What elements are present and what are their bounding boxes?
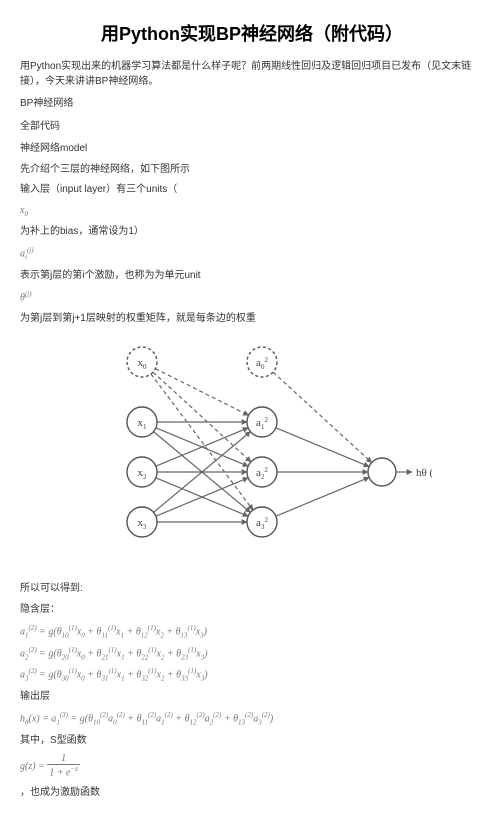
heading-hidden: 隐含层： <box>20 603 484 618</box>
formula-x0: x0 <box>20 204 484 219</box>
paragraph-bias: 为补上的bias，通常设为1） <box>20 225 484 240</box>
formula-aij: ai(j) <box>20 245 484 262</box>
heading-code: 全部代码 <box>20 120 484 135</box>
paragraph-sigmoid-intro: 其中，S型函数 <box>20 734 484 749</box>
formula-a1: a1(2) = g(θ10(1)x0 + θ11(1)x1 + θ12(1)x2… <box>20 623 484 640</box>
paragraph-unit: 表示第j层的第i个激励，也称为为单元unit <box>20 269 484 284</box>
paragraph-activation: ，也成为激励函数 <box>20 786 484 801</box>
paragraph-weight: 为第j层到第j+1层映射的权重矩阵，就是每条边的权重 <box>20 312 484 327</box>
paragraph-input-layer: 输入层（input layer）有三个units（ <box>20 183 484 198</box>
sigmoid-den: 1 + e−z <box>47 765 80 779</box>
nn-diagram: x0x1x2x3a02a12a22a32hθ (x) <box>20 332 484 572</box>
page-title: 用Python实现BP神经网络（附代码） <box>20 20 484 46</box>
paragraph-derive: 所以可以得到: <box>20 582 484 597</box>
heading-output: 输出层 <box>20 690 484 705</box>
heading-model: 神经网络model <box>20 142 484 157</box>
formula-theta: θ(j) <box>20 289 484 306</box>
heading-bp: BP神经网络 <box>20 97 484 112</box>
formula-a2: a2(2) = g(θ20(1)x0 + θ21(1)x1 + θ22(1)x2… <box>20 645 484 662</box>
svg-text:hθ (x): hθ (x) <box>416 467 432 479</box>
sigmoid-num: 1 <box>47 754 80 765</box>
paragraph-intro: 用Python实现出来的机器学习算法都是什么样子呢？前两期线性回归及逻辑回归项目… <box>20 60 484 89</box>
formula-sigmoid: g(z) = 1 1 + e−z <box>20 754 484 779</box>
formula-a3: a3(2) = g(θ30(1)x0 + θ31(1)x1 + θ32(1)x2… <box>20 666 484 683</box>
paragraph-intro-model: 先介绍个三层的神经网络，如下图所示 <box>20 163 484 178</box>
